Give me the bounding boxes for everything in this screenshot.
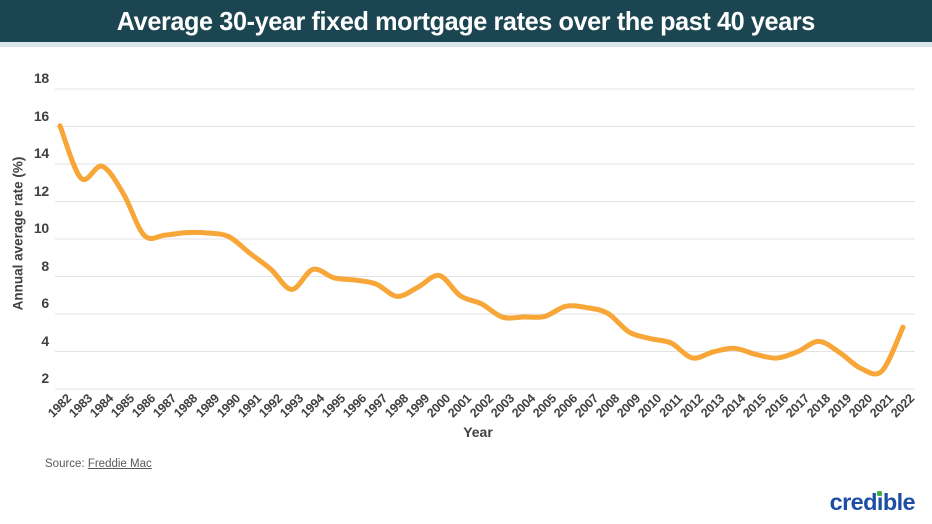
y-tick-label: 8 [41,257,49,274]
y-tick-label: 18 [33,70,49,86]
source-prefix: Source: [45,458,88,470]
chart-title: Average 30-year fixed mortgage rates ove… [116,5,816,36]
header-bar: Average 30-year fixed mortgage rates ove… [0,0,932,42]
y-tick-label: 6 [41,295,49,311]
source-label: Source: Freddie Mac [45,458,152,470]
y-tick-label: 14 [33,145,49,161]
y-tick-label: 4 [41,332,49,349]
source-link[interactable]: Freddie Mac [87,458,152,470]
logo-text-post: ble [882,489,916,515]
y-tick-label: 16 [33,107,49,124]
x-axis-title: Year [463,424,493,440]
logo-text-pre: cred [829,489,878,515]
credible-logo: credible [829,489,916,516]
y-tick-label: 10 [33,220,49,236]
y-tick-label: 2 [41,370,49,386]
header-accent-strip [0,42,932,47]
logo-letter-i: i [876,489,884,515]
mortgage-rate-line [57,123,906,377]
y-tick-label: 12 [33,182,49,199]
